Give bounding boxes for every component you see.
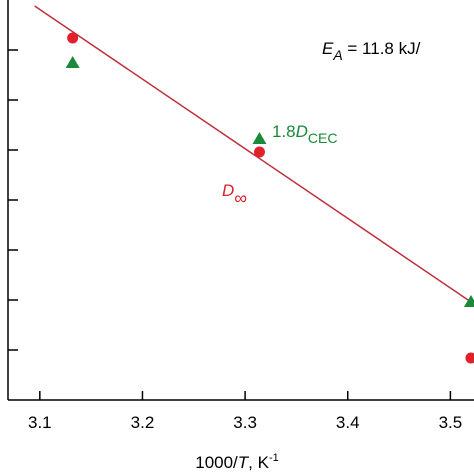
label-part: , K: [248, 453, 269, 472]
annotation: D∞: [222, 181, 247, 208]
x-tick-label: 3.4: [336, 413, 360, 432]
label-part: 1000/: [195, 453, 238, 472]
annotation-sub: A: [332, 47, 342, 63]
annotation-sub: CEC: [308, 130, 338, 146]
point: [65, 56, 80, 68]
annotation-part: D: [296, 122, 308, 141]
x-tick-label: 3.5: [439, 413, 463, 432]
label-part: T: [238, 453, 250, 472]
annotation-part: 1.8: [272, 122, 296, 141]
label-sup: -1: [269, 452, 279, 464]
x-tick-label: 3.2: [131, 413, 155, 432]
point: [67, 32, 79, 44]
annotation-part: D: [222, 181, 234, 200]
x-tick-label: 3.1: [28, 413, 52, 432]
annotation-part: = 11.8 kJ/: [343, 39, 421, 58]
annotation-part: E: [322, 39, 334, 58]
fit-line: [34, 5, 474, 305]
x-tick-label: 3.3: [233, 413, 257, 432]
point: [253, 146, 265, 158]
annotation: EA = 11.8 kJ/: [322, 39, 421, 63]
annotation: 1.8DCEC: [272, 122, 337, 146]
point: [252, 132, 267, 144]
point: [463, 295, 474, 307]
point: [465, 352, 474, 364]
x-axis-label: 1000/T, K-1: [195, 452, 279, 472]
annotation-sub: ∞: [234, 188, 247, 208]
